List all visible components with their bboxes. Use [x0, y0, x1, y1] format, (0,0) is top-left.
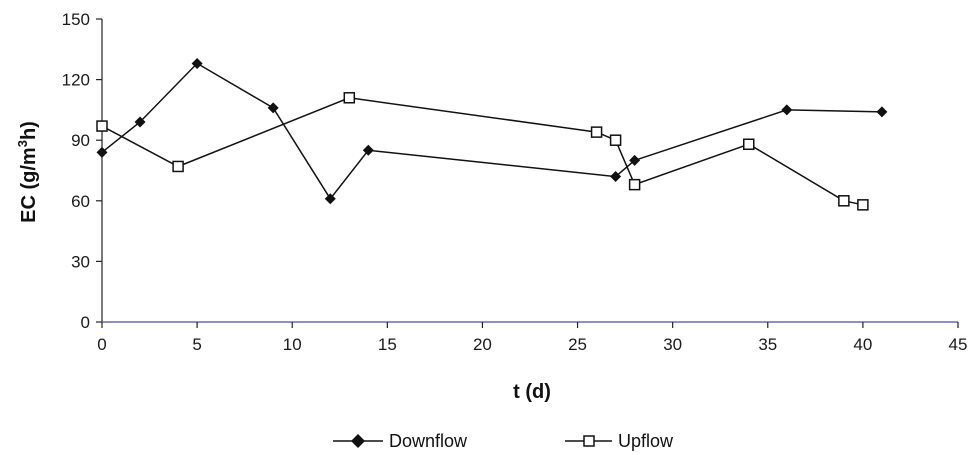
series-layer	[96, 57, 888, 211]
legend-item-upflow: Upflow	[565, 431, 674, 451]
series-downflow-point	[629, 154, 641, 166]
tick-labels: 0 30 60 90 120 150 0 5 10 15 20 25 30 35 40 45	[62, 10, 968, 354]
series-upflow-point	[172, 160, 184, 173]
y-axis-title-superscript: 3	[15, 140, 30, 147]
series-downflow	[96, 57, 888, 205]
series-upflow-point	[609, 134, 622, 146]
series-upflow-point	[743, 138, 755, 150]
series-upflow-line	[101, 97, 864, 206]
series-downflow-point	[191, 57, 203, 69]
x-tick-label: 5	[192, 335, 201, 354]
series-downflow-point	[134, 116, 146, 128]
series-downflow-point	[324, 193, 336, 205]
y-axis-title-end: h)	[18, 121, 40, 140]
series-downflow-point	[362, 144, 374, 156]
x-tick-label: 0	[97, 335, 106, 354]
x-tick-label: 40	[853, 335, 872, 354]
x-tick-label: 10	[283, 335, 302, 354]
series-downflow-point	[267, 102, 279, 114]
x-tick-label: 15	[378, 335, 397, 354]
legend-upflow-marker	[583, 435, 595, 447]
series-downflow-point	[96, 146, 108, 158]
x-axis-title: t (d)	[513, 381, 551, 403]
legend-downflow-label: Downflow	[389, 431, 468, 451]
series-upflow-point	[628, 178, 641, 191]
axes	[96, 18, 959, 328]
series-downflow-line	[101, 62, 882, 201]
legend-upflow-label: Upflow	[618, 431, 674, 451]
legend: Downflow Upflow	[333, 431, 674, 451]
series-upflow-point	[857, 199, 869, 211]
x-tick-label: 35	[758, 335, 777, 354]
y-tick-label: 60	[71, 192, 90, 211]
legend-item-downflow: Downflow	[333, 431, 468, 451]
series-downflow-point	[610, 171, 622, 183]
series-downflow-point	[781, 104, 793, 116]
x-tick-label: 30	[663, 335, 682, 354]
x-tick-label: 20	[473, 335, 492, 354]
y-axis-title: EC (g/m3h)	[15, 121, 40, 223]
y-tick-label: 90	[71, 131, 90, 150]
y-tick-label: 120	[62, 71, 90, 90]
legend-downflow-marker	[351, 434, 365, 448]
series-upflow-point	[96, 120, 108, 132]
series-upflow	[96, 92, 869, 211]
x-tick-label: 45	[949, 335, 968, 354]
y-axis-title-main: EC (g/m	[18, 147, 40, 223]
y-tick-label: 150	[62, 10, 90, 29]
y-tick-label: 0	[81, 313, 90, 332]
x-tick-label: 25	[568, 335, 587, 354]
series-upflow-point	[590, 126, 603, 138]
series-downflow-point	[876, 106, 888, 118]
series-upflow-point	[838, 195, 850, 207]
y-tick-label: 30	[71, 252, 90, 271]
series-upflow-point	[343, 92, 356, 104]
